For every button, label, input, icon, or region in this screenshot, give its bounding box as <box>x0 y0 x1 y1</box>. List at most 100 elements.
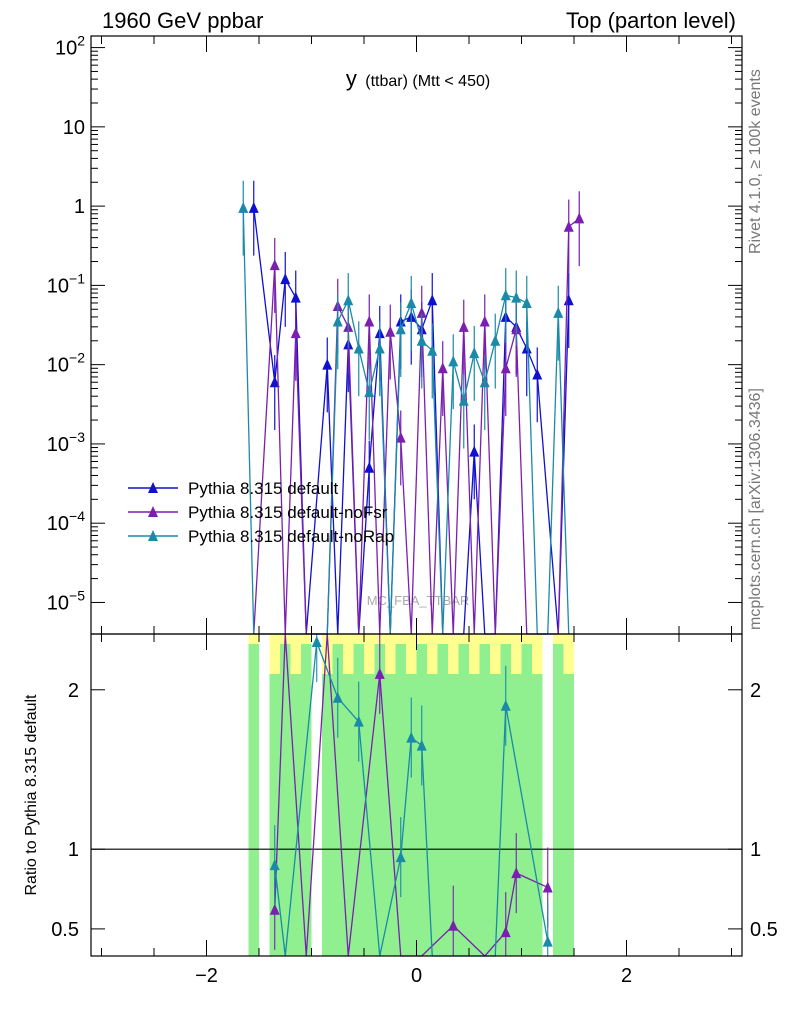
data-point-marker <box>532 368 543 380</box>
ratio-band-1sigma <box>500 644 511 956</box>
mcplots-label: mcplots.cern.ch [arXiv:1306.3436] <box>747 388 764 630</box>
data-point-marker <box>469 445 480 457</box>
data-point-marker <box>479 315 490 327</box>
ratio-y-tick-label-right: 1 <box>750 839 761 861</box>
plot-title-sub: (ttbar) (Mtt < 450) <box>365 73 490 90</box>
ratio-point-marker <box>416 739 427 751</box>
data-point-marker <box>458 394 469 406</box>
data-point-marker <box>427 294 438 306</box>
ratio-point-marker <box>542 935 553 947</box>
legend-marker <box>148 530 158 541</box>
header-right-title: Top (parton level) <box>566 8 736 33</box>
ratio-point-marker <box>374 667 385 679</box>
legend-entry-label: Pythia 8.315 default-noFsr <box>188 503 388 522</box>
data-point-marker <box>521 296 532 308</box>
data-point-marker <box>458 320 469 332</box>
legend-marker <box>148 506 158 517</box>
ratio-y-tick-label: 0.5 <box>51 919 79 941</box>
ratio-point-marker <box>500 699 511 711</box>
data-point-marker <box>490 334 501 346</box>
data-point-marker <box>416 306 427 318</box>
data-point-marker <box>290 291 301 303</box>
data-point-marker <box>364 386 375 398</box>
x-tick-label: 2 <box>621 965 632 987</box>
ratio-band-1sigma <box>280 644 291 956</box>
ratio-band-1sigma <box>269 674 280 956</box>
ratio-point-marker <box>269 903 280 915</box>
data-point-marker <box>469 347 480 359</box>
data-point-marker <box>563 220 574 232</box>
rivet-version-label: Rivet 4.1.0, ≥ 100k events <box>747 69 764 254</box>
ratio-point-marker <box>448 919 459 931</box>
y-tick-label: 10−2 <box>47 350 85 377</box>
ratio-band-1sigma <box>301 644 312 956</box>
data-point-marker <box>511 291 522 303</box>
ratio-band-1sigma <box>479 644 490 956</box>
ratio-point-marker <box>311 635 322 647</box>
ratio-point-marker <box>542 881 553 893</box>
ratio-band-1sigma <box>406 674 417 956</box>
ratio-point-marker <box>406 731 417 743</box>
ratio-band-1sigma <box>458 644 469 956</box>
legend-entry-label: Pythia 8.315 default <box>188 479 339 498</box>
ratio-band-1sigma <box>469 674 480 956</box>
ratio-band-1sigma <box>437 644 448 956</box>
ratio-y-tick-label-right: 0.5 <box>750 919 778 941</box>
ratio-y-axis-label: Ratio to Pythia 8.315 default <box>23 694 40 896</box>
data-point-marker <box>448 355 459 367</box>
y-tick-label: 1 <box>74 196 85 218</box>
data-point-marker <box>248 201 259 213</box>
ratio-y-tick-label: 1 <box>68 839 79 861</box>
data-point-marker <box>395 323 406 335</box>
ratio-point-marker <box>511 867 522 879</box>
ratio-band-1sigma <box>248 644 259 956</box>
ratio-point-marker <box>332 691 343 703</box>
data-point-marker <box>479 376 490 388</box>
ratio-band-1sigma <box>532 674 543 956</box>
ratio-y-tick-label-right: 2 <box>750 680 761 702</box>
ratio-band-1sigma <box>353 644 364 956</box>
ratio-band-1sigma <box>511 674 522 956</box>
ratio-uncertainty-bands <box>248 634 574 956</box>
ratio-point-marker <box>500 926 511 938</box>
ratio-band-1sigma <box>416 644 427 956</box>
data-point-marker <box>385 325 396 337</box>
y-tick-label: 10−3 <box>47 429 85 456</box>
data-point-marker <box>364 315 375 327</box>
data-point-marker <box>427 344 438 356</box>
data-point-marker <box>500 362 511 374</box>
ratio-band-1sigma <box>427 674 438 956</box>
ratio-band-1sigma <box>290 674 301 956</box>
data-point-marker <box>500 289 511 301</box>
ratio-band-1sigma <box>343 674 354 956</box>
plot-title: y (ttbar) (Mtt < 450) <box>346 66 490 91</box>
data-point-marker <box>280 273 291 285</box>
data-point-marker <box>406 296 417 308</box>
data-point-marker <box>364 461 375 473</box>
ratio-band-1sigma <box>521 644 532 956</box>
x-tick-label: −2 <box>195 965 218 987</box>
data-point-marker <box>553 306 564 318</box>
data-point-marker <box>374 342 385 354</box>
ratio-band-1sigma <box>563 674 574 956</box>
ratio-band-1sigma <box>490 674 501 956</box>
ratio-y-tick-label: 2 <box>68 680 79 702</box>
ratio-band-1sigma <box>322 674 333 956</box>
data-point-marker <box>343 294 354 306</box>
series-line-0 <box>253 207 570 635</box>
legend-marker <box>148 482 158 493</box>
header-left-title: 1960 GeV ppbar <box>102 8 263 33</box>
ratio-point-marker <box>353 715 364 727</box>
y-tick-label: 10−1 <box>47 270 85 297</box>
ratio-band-1sigma <box>448 674 459 956</box>
ratio-band-1sigma <box>374 644 385 956</box>
data-point-marker <box>395 431 406 443</box>
data-point-marker <box>574 212 585 224</box>
ratio-band-1sigma <box>395 644 406 956</box>
data-point-marker <box>353 342 364 354</box>
data-point-marker <box>332 315 343 327</box>
data-point-marker <box>269 259 280 271</box>
y-tick-label: 10−4 <box>47 508 85 535</box>
ratio-band-1sigma <box>553 644 564 956</box>
data-point-marker <box>290 327 301 339</box>
